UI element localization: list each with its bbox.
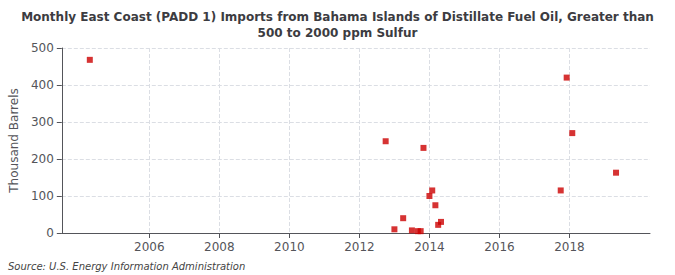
svg-text:200: 200	[31, 152, 54, 166]
svg-text:0: 0	[46, 226, 54, 240]
svg-text:300: 300	[31, 115, 54, 129]
svg-text:2012: 2012	[344, 240, 375, 254]
svg-text:100: 100	[31, 189, 54, 203]
svg-text:500: 500	[31, 41, 54, 55]
svg-text:2016: 2016	[484, 240, 515, 254]
svg-text:2010: 2010	[274, 240, 305, 254]
svg-text:Monthly East Coast (PADD 1) Im: Monthly East Coast (PADD 1) Imports from…	[21, 10, 654, 24]
svg-text:Thousand Barrels: Thousand Barrels	[7, 88, 21, 193]
svg-text:Source: U.S. Energy Informatio: Source: U.S. Energy Information Administ…	[8, 261, 245, 272]
svg-text:500 to 2000 ppm Sulfur: 500 to 2000 ppm Sulfur	[258, 26, 418, 40]
svg-text:2018: 2018	[554, 240, 585, 254]
svg-text:2014: 2014	[414, 240, 445, 254]
svg-text:2006: 2006	[134, 240, 165, 254]
svg-text:400: 400	[31, 78, 54, 92]
svg-text:2008: 2008	[204, 240, 235, 254]
